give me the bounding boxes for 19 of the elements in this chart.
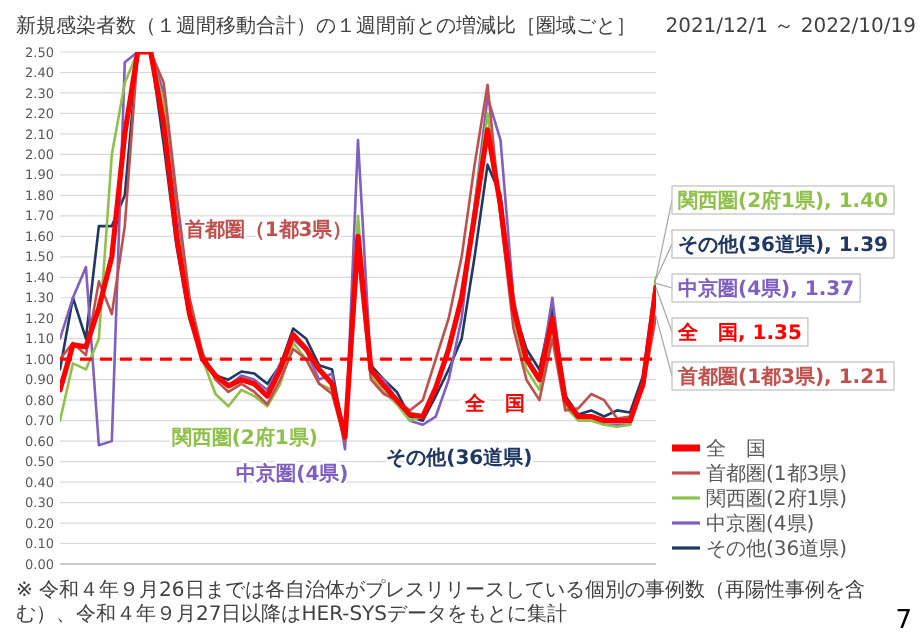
annotation: 首都圏（1都3県） <box>182 218 353 243</box>
text: その他(36道県), 1.39 <box>678 233 889 258</box>
text: 中京圏(4県), 1.37 <box>678 277 855 302</box>
chart-title: 新規感染者数（１週間移動合計）の１週間前との増減比［圏域ごと］ <box>16 14 636 38</box>
text: 7 <box>895 606 912 636</box>
legend-label: その他(36道県) <box>706 537 848 561</box>
annotation: 全 国 <box>463 392 526 417</box>
text: 2021/12/1 ～ 2022/10/19 <box>665 16 916 38</box>
annotation: その他(36道県) <box>386 446 533 471</box>
text: ※ 令和４年９月26日までは各自治体がプレスリリースしている個別の事例数（再陽性事例を含む）、令和４年９月27日以降はHER-SYSデータをもとに集計 <box>16 578 865 626</box>
text: 関西圏(2府1県), 1.40 <box>678 189 889 214</box>
text: 首都圏(1都3県), 1.21 <box>676 365 889 390</box>
legend-label: 関西圏(2府1県) <box>706 487 848 511</box>
annotation: 関西圏(2府1県) <box>171 425 318 450</box>
text: 全 国, 1.35 <box>676 321 802 346</box>
legend-label: 首都圏(1都3県) <box>706 462 848 486</box>
legend-label: 全 国 <box>706 437 766 461</box>
legend-label: 中京圏(4県) <box>706 512 815 536</box>
annotation: 中京圏(4県) <box>236 461 349 486</box>
